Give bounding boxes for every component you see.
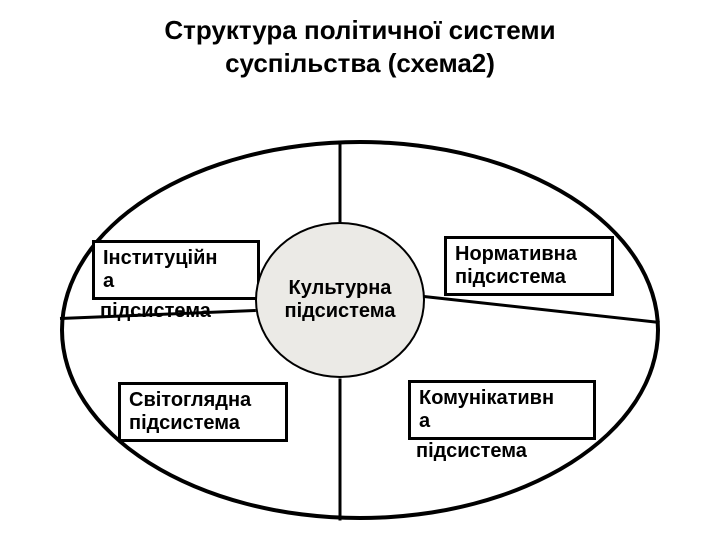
divider-line-bottom bbox=[339, 378, 342, 520]
box-normative: Нормативна підсистема bbox=[444, 236, 614, 296]
divider-line-top bbox=[339, 140, 342, 224]
diagram-title: Структура політичної системи суспільства… bbox=[0, 14, 720, 79]
box-worldview: Світоглядна підсистема bbox=[118, 382, 288, 442]
center-ellipse-label: Культурна підсистема bbox=[257, 277, 423, 323]
center-ellipse: Культурна підсистема bbox=[255, 222, 425, 378]
box-institutional-label-below: підсистема bbox=[92, 300, 276, 323]
diagram-stage: Структура політичної системи суспільства… bbox=[0, 0, 720, 540]
box-communicative-label: Комунікативн а bbox=[419, 387, 554, 433]
box-communicative-label-below: підсистема bbox=[408, 440, 612, 463]
box-institutional: Інституційн а bbox=[92, 240, 260, 300]
box-communicative: Комунікативн а bbox=[408, 380, 596, 440]
box-normative-label: Нормативна підсистема bbox=[455, 243, 577, 289]
box-institutional-label: Інституційн а bbox=[103, 247, 218, 293]
box-worldview-label: Світоглядна підсистема bbox=[129, 389, 251, 435]
